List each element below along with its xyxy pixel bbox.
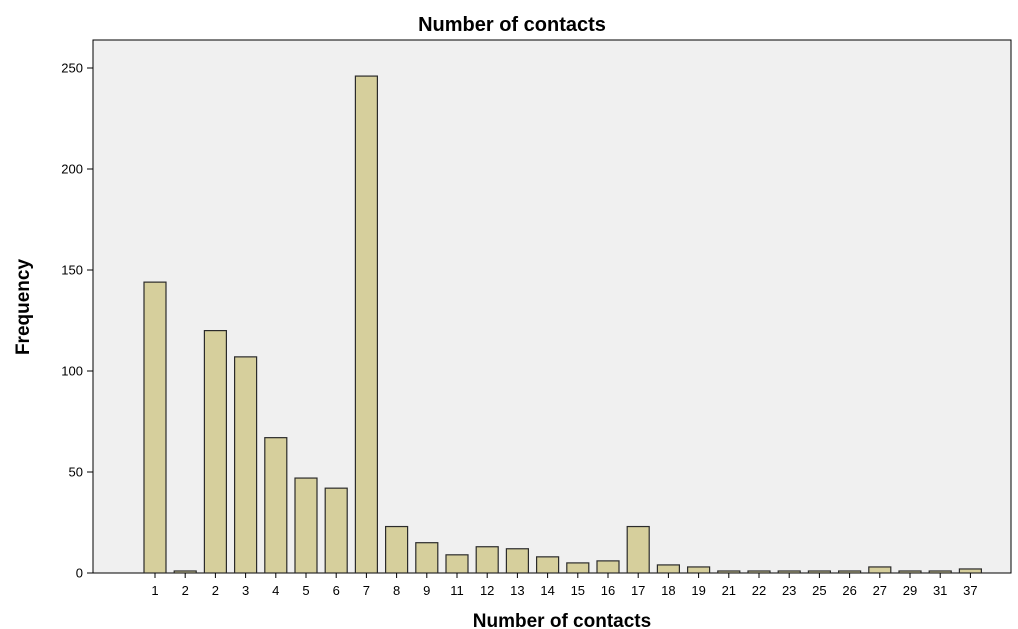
x-tick-label: 9: [423, 583, 430, 598]
bar: [143, 281, 167, 574]
x-axis-title: Number of contacts: [473, 611, 651, 629]
x-tick-label: 3: [242, 583, 249, 598]
bar: [928, 570, 952, 574]
x-tick-label: 27: [873, 583, 887, 598]
x-tick-label: 12: [480, 583, 494, 598]
x-tick-label: 2: [212, 583, 219, 598]
y-tick-label: 250: [61, 61, 83, 76]
x-tick-label: 15: [571, 583, 585, 598]
bar: [354, 75, 378, 574]
bar: [807, 570, 832, 574]
bar: [596, 560, 620, 574]
y-axis-title: Frequency: [13, 259, 34, 356]
bar: [264, 437, 288, 574]
x-tick-label: 19: [691, 583, 705, 598]
bar: [837, 570, 862, 574]
bar: [294, 477, 318, 574]
y-tick-label: 0: [76, 566, 83, 581]
x-tick-label: 7: [363, 583, 370, 598]
bar: [475, 546, 499, 574]
bar: [505, 548, 529, 574]
x-tick-label: 31: [933, 583, 947, 598]
y-tick-label: 200: [61, 162, 83, 177]
x-tick-label: 25: [812, 583, 826, 598]
y-tick-label: 150: [61, 263, 83, 278]
x-tick-label: 23: [782, 583, 796, 598]
y-axis: 0 50 100 150 200 250: [61, 61, 93, 581]
chart-title: Number of contacts: [418, 14, 606, 36]
bar: [535, 556, 560, 574]
bar: [868, 566, 892, 574]
x-tick-label: 18: [661, 583, 675, 598]
bar: [324, 487, 348, 574]
x-tick-label: 16: [601, 583, 615, 598]
x-tick-label: 11: [450, 583, 464, 598]
bar: [445, 554, 469, 574]
bar: [234, 356, 258, 574]
x-tick-label: 21: [722, 583, 736, 598]
x-tick-label: 29: [903, 583, 917, 598]
x-tick-label: 5: [302, 583, 309, 598]
bar: [415, 542, 439, 574]
x-tick-label: 8: [393, 583, 400, 598]
x-tick-label: 1: [151, 583, 158, 598]
x-tick-label: 26: [842, 583, 856, 598]
x-tick-label: 4: [272, 583, 279, 598]
bar: [203, 330, 227, 574]
bar: [686, 566, 711, 574]
bar: [656, 564, 681, 574]
bars-group: [143, 75, 983, 574]
x-tick-label: 14: [540, 583, 554, 598]
plot-area: [92, 39, 1012, 574]
bar: [958, 568, 983, 574]
bar: [385, 525, 409, 574]
x-tick-label: 37: [963, 583, 977, 598]
bar: [173, 570, 197, 574]
x-tick-label: 17: [631, 583, 645, 598]
bar: [747, 570, 771, 574]
x-tick-label: 22: [752, 583, 766, 598]
x-axis: 1 2 2 3 4 5 6 7 8 9 11 12 13 14 15 16 17 18 19 21 22 23 25 26 27…: [151, 573, 978, 598]
x-tick-label: 6: [333, 583, 340, 598]
bar: [626, 525, 650, 574]
x-tick-label: 2: [182, 583, 189, 598]
x-tick-label: 13: [510, 583, 524, 598]
bar: [777, 570, 801, 574]
bar: [566, 562, 590, 574]
bar: [898, 570, 922, 574]
y-tick-label: 100: [61, 364, 83, 379]
bar: [717, 570, 741, 574]
y-tick-label: 50: [69, 465, 83, 480]
